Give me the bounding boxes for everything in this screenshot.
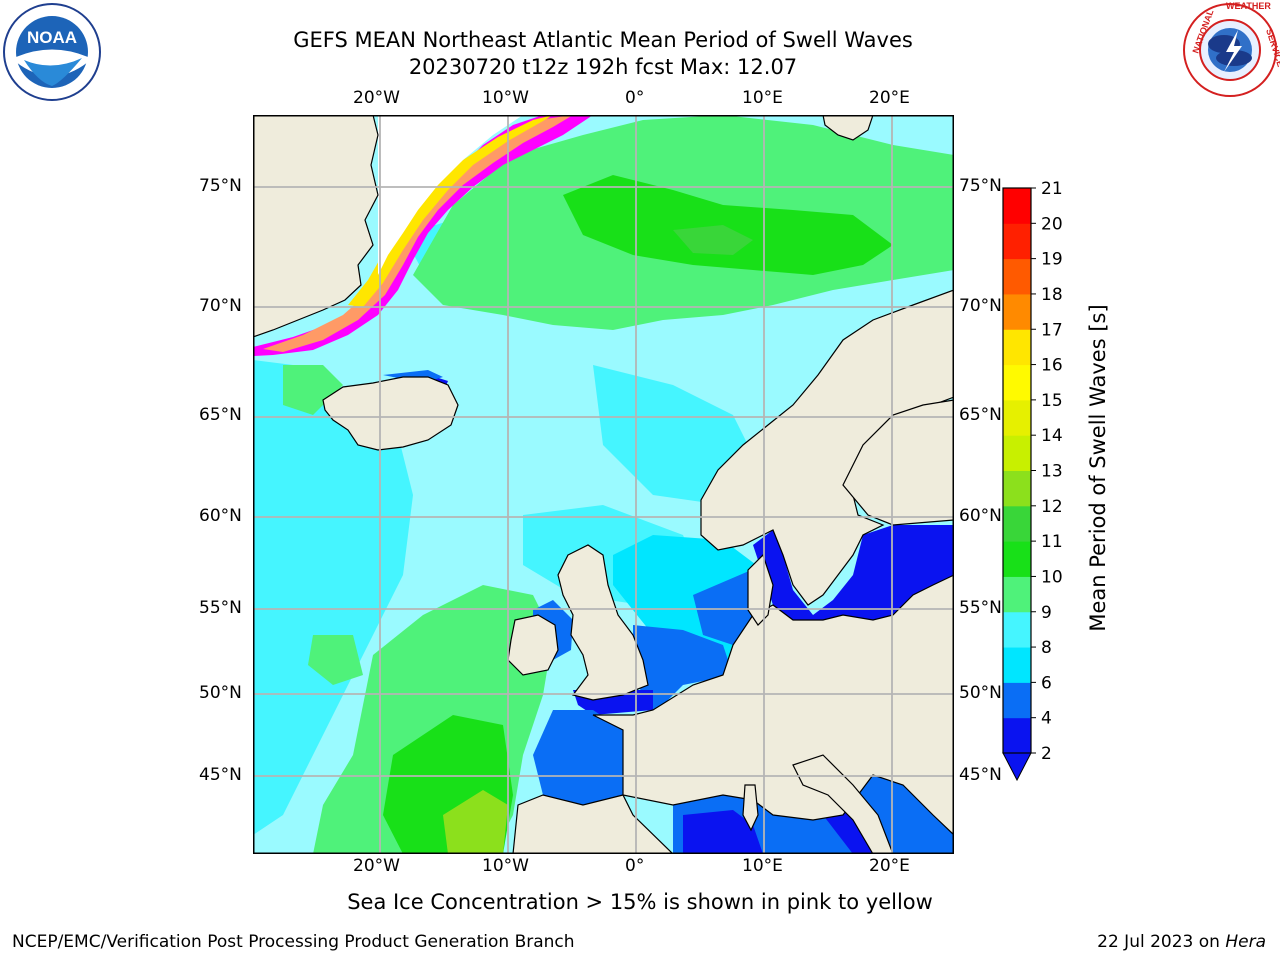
colorbar-tick-label: 19 xyxy=(1041,250,1063,270)
colorbar-tick-label: 15 xyxy=(1041,391,1063,411)
colorbar-tick-label: 21 xyxy=(1041,180,1063,199)
sea-ice-band-outer xyxy=(253,115,593,356)
region-norwegian-sea-6-8 xyxy=(593,365,753,505)
land-great-britain xyxy=(557,544,649,701)
colorbar-cell xyxy=(1003,611,1031,648)
sea-ice-band-inner xyxy=(348,115,553,307)
land-italy xyxy=(792,754,894,854)
colorbar-tick-label: 20 xyxy=(1041,214,1063,234)
lon-label-bottom-20w: 20°W xyxy=(353,856,400,876)
colorbar-tick-label: 9 xyxy=(1041,603,1052,623)
colorbar-cell xyxy=(1003,329,1031,366)
region-baltic-under-2 xyxy=(753,525,954,620)
region-irminger-9-10 xyxy=(283,365,343,415)
lon-label-top-20e: 20°E xyxy=(869,88,910,108)
colorbar-tick-label: 8 xyxy=(1041,638,1052,658)
lon-label-top-20w: 20°W xyxy=(353,88,400,108)
land-ireland xyxy=(507,614,559,676)
region-gulf-of-lion-under-2 xyxy=(683,810,763,854)
sea-ice-note: Sea Ice Concentration > 15% is shown in … xyxy=(347,890,933,914)
lat-label-right-70n: 70°N xyxy=(959,296,1002,316)
lat-label-right-45n: 45°N xyxy=(959,765,1002,785)
region-southern-north-sea-2-4 xyxy=(633,625,733,715)
colorbar-cell xyxy=(1003,647,1031,683)
colorbar-cell xyxy=(1003,258,1031,295)
lat-label-right-60n: 60°N xyxy=(959,506,1002,526)
colorbar-tick-label: 4 xyxy=(1041,709,1052,729)
colorbar-tick-label: 13 xyxy=(1041,462,1063,482)
lat-label-left-60n: 60°N xyxy=(199,506,242,526)
lon-label-bottom-20e: 20°E xyxy=(869,856,910,876)
swell-period-map xyxy=(253,115,954,854)
lat-label-right-75n: 75°N xyxy=(959,176,1002,196)
colorbar-tick-label: 10 xyxy=(1041,567,1063,587)
colorbar-cell xyxy=(1003,399,1031,436)
lat-label-right-50n: 50°N xyxy=(959,683,1002,703)
land-iceland xyxy=(322,376,459,451)
colorbar-cell xyxy=(1003,223,1031,260)
lon-label-top-10w: 10°W xyxy=(482,88,529,108)
colorbar-cell xyxy=(1003,470,1031,507)
region-north-10-11 xyxy=(563,175,893,275)
land-iberia xyxy=(512,794,674,854)
colorbar-cell xyxy=(1003,505,1031,542)
svg-text:WEATHER: WEATHER xyxy=(1226,1,1271,11)
colorbar-cell xyxy=(1003,364,1031,401)
nws-logo: NATIONAL WEATHER SERVICE xyxy=(1180,0,1280,100)
map-frame xyxy=(253,115,954,854)
lat-label-left-55n: 55°N xyxy=(199,598,242,618)
noaa-logo: NOAA xyxy=(2,2,102,102)
colorbar-tick-label: 18 xyxy=(1041,285,1063,305)
colorbar-cell xyxy=(1003,717,1031,754)
region-west-atlantic-6-8 xyxy=(253,360,413,835)
lat-label-left-70n: 70°N xyxy=(199,296,242,316)
land-greenland xyxy=(253,115,379,338)
colorbar-tick-label: 12 xyxy=(1041,497,1063,517)
lat-label-left-45n: 45°N xyxy=(199,765,242,785)
colorbar-tick-label: 17 xyxy=(1041,320,1063,340)
colorbar-label: Mean Period of Swell Waves [s] xyxy=(1086,304,1110,632)
lat-label-left-50n: 50°N xyxy=(199,683,242,703)
graticule xyxy=(253,115,954,854)
lon-label-bottom-0: 0° xyxy=(625,856,645,876)
lon-label-bottom-10w: 10°W xyxy=(482,856,529,876)
footer-right: 22 Jul 2023 on Hera xyxy=(1097,932,1266,952)
chart-subtitle: 20230720 t12z 192h fcst Max: 12.07 xyxy=(408,55,798,79)
ice-covered-area xyxy=(378,115,523,275)
footer-host: Hera xyxy=(1225,932,1266,952)
lon-label-bottom-10e: 10°E xyxy=(742,856,783,876)
colorbar-tick-label: 16 xyxy=(1041,356,1063,376)
colorbar-cell xyxy=(1003,541,1031,577)
footer-left: NCEP/EMC/Verification Post Processing Pr… xyxy=(12,932,575,952)
noaa-logo-text: NOAA xyxy=(27,28,77,47)
colorbar-tick-label: 14 xyxy=(1041,426,1063,446)
colorbar-cell xyxy=(1003,435,1031,471)
lat-label-right-55n: 55°N xyxy=(959,598,1002,618)
colorbar-under-arrow xyxy=(1002,752,1032,782)
colorbar-cell xyxy=(1003,188,1031,224)
land-corsica-sardinia xyxy=(742,784,759,832)
region-south-12-13 xyxy=(443,790,508,854)
lon-label-top-10e: 10°E xyxy=(742,88,783,108)
region-biscay-2-4 xyxy=(533,710,623,805)
colorbar-cell xyxy=(1003,293,1031,330)
colorbar-tick-label: 11 xyxy=(1041,532,1063,552)
land-finland xyxy=(842,399,954,526)
colorbar-tick-label: 6 xyxy=(1041,673,1052,693)
lat-label-right-65n: 65°N xyxy=(959,405,1002,425)
lat-label-left-75n: 75°N xyxy=(199,176,242,196)
chart-title: GEFS MEAN Northeast Atlantic Mean Period… xyxy=(293,28,913,52)
colorbar: 2 4 6 8 9 10 11 12 13 14 15 16 17 18 19 20 21 xyxy=(1002,180,1063,782)
region-north-11-12 xyxy=(673,225,753,255)
colorbar-tick-label: 2 xyxy=(1041,744,1052,764)
land-jutland xyxy=(747,553,774,626)
region-mid-9-10 xyxy=(308,635,363,685)
land-svalbard xyxy=(822,115,874,141)
lat-label-left-65n: 65°N xyxy=(199,405,242,425)
lon-label-top-0: 0° xyxy=(625,88,645,108)
footer-date: 22 Jul 2023 on xyxy=(1097,932,1226,952)
colorbar-cell xyxy=(1003,576,1031,613)
sea-ice-band-mid xyxy=(263,115,573,352)
colorbar-cell xyxy=(1003,682,1031,719)
